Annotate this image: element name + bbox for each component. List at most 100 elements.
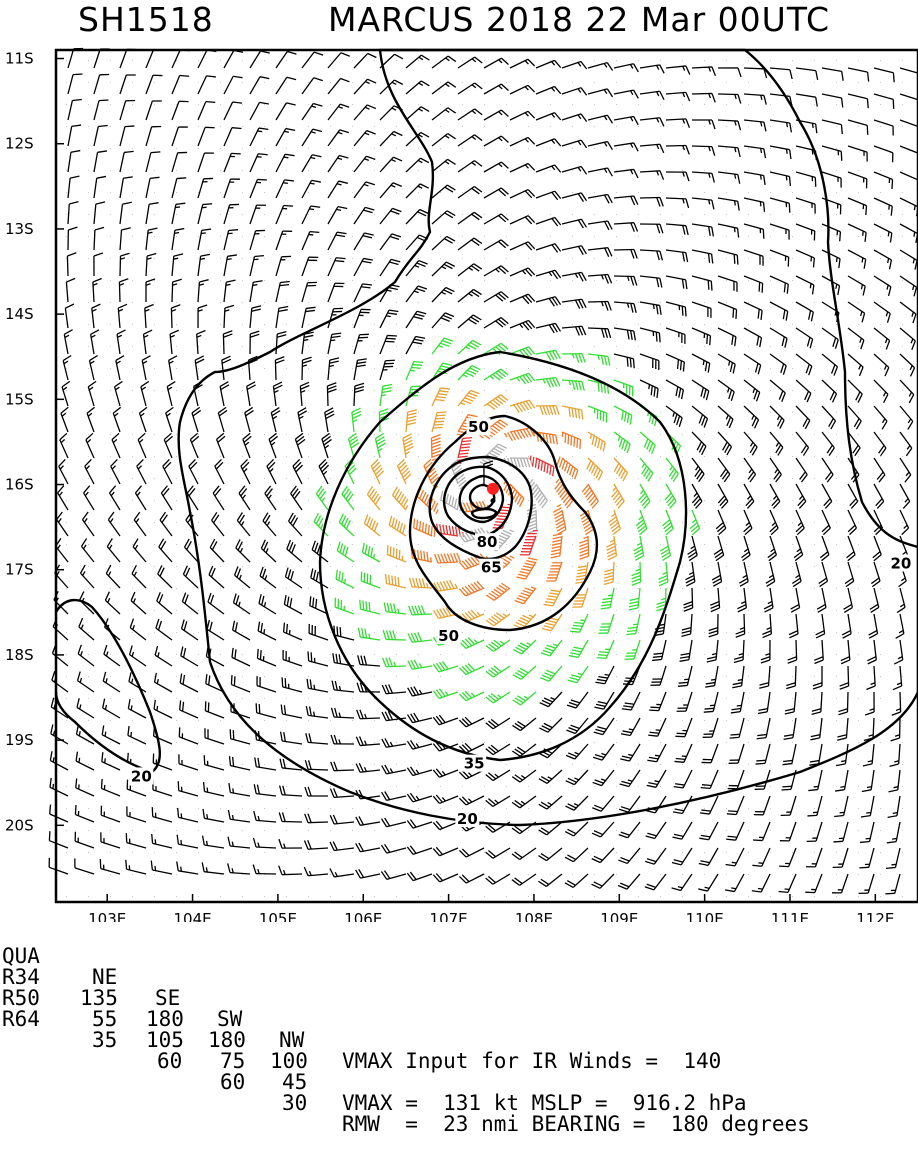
wind-barb [744,276,763,293]
wind-barb [770,406,784,429]
wind-barb [680,640,692,661]
wind-barb [160,512,172,536]
wind-barb [78,672,94,692]
wind-barb [718,328,736,346]
wind-barb [848,250,866,269]
wind-barb [618,848,640,863]
wind-barb [224,153,241,172]
wind-barb [118,304,127,328]
wind-barb [640,224,663,233]
wind-barb [356,869,380,878]
wind-barb [119,279,128,302]
wind-barb [224,255,237,276]
wind-barb [614,196,638,205]
wind-barb [809,744,822,765]
wind-barb [407,872,432,881]
wind-barb [900,510,909,535]
r34-ne: 135 [80,988,118,1009]
wind-barb [782,744,796,765]
wind-barb [76,778,94,796]
wind-barb [198,50,216,68]
wind-barb [282,677,302,692]
wind-barb [146,126,161,146]
wind-barb [113,407,120,432]
wind-barb [62,381,70,406]
wind-barb [592,822,614,837]
wind-barb [224,280,236,302]
wind-barb [287,540,302,562]
wind-barb [588,221,612,230]
wind-barb [432,108,456,120]
wind-barb [146,177,159,198]
wind-barb [354,131,376,146]
wind-barb [58,486,68,510]
wind-barb [562,114,587,122]
contour-label: 50 [468,418,489,436]
wind-barb [770,172,790,186]
wind-barb [755,770,770,789]
wind-barb [222,356,231,380]
lon-tick-label: 112E [856,910,894,922]
wind-barb [619,796,640,812]
wind-barb [806,848,822,867]
wind-barb [81,565,94,588]
wind-barb [718,94,741,104]
wind-barb [779,848,796,867]
wind-barb [822,380,837,402]
wind-barb [538,874,562,886]
wind-barb [513,666,536,679]
wind-barb [433,873,458,881]
wind-barb [198,204,212,224]
wind-barb [276,281,290,302]
wind-barb [337,542,354,562]
wind-barb [796,224,815,241]
wind-barb [840,666,849,689]
wind-barb [77,725,94,744]
wind-barb [406,107,429,120]
wind-barb [215,459,224,484]
wind-barb [567,692,588,708]
wind-barb [718,302,737,319]
wind-barb [731,692,744,713]
wind-barb [302,155,321,172]
wind-barb [822,120,842,134]
wind-barb [900,484,910,508]
lat-tick-label: 13S [5,220,34,238]
wind-barb [146,75,162,94]
wind-barb [75,805,94,822]
wind-barb [699,822,718,840]
wind-barb [864,718,874,741]
wind-barb [718,250,738,265]
wind-barb [484,58,508,68]
wind-barb [516,558,537,579]
wind-barb [592,848,614,863]
wind-barb [770,432,783,455]
wind-barb [692,198,714,209]
wind-barb [94,253,103,276]
wind-barb [223,331,232,354]
wind-barb [897,588,905,613]
wind-barb [145,305,154,328]
wind-barb [822,354,837,376]
wind-barb [484,110,508,120]
wind-barb [540,666,562,681]
wind-barb [704,692,718,712]
wind-barb [848,120,868,135]
wind-barb [406,362,423,380]
wind-barb [267,459,276,484]
wind-barb [796,406,810,429]
wind-barb [874,276,891,296]
vmax-mslp-text: VMAX = 131 kt MSLP = 916.2 hPa [342,1093,747,1114]
wind-barb [692,224,713,236]
wind-barb [172,279,182,302]
wind-barb [279,839,302,848]
wind-barb [848,354,863,376]
wind-barb [271,408,280,432]
wind-barb [382,791,406,800]
wind-barb [406,336,425,354]
wind-barb [146,254,156,276]
wind-barb [484,136,508,146]
wind-barb [588,380,608,394]
wind-barb [486,718,510,729]
